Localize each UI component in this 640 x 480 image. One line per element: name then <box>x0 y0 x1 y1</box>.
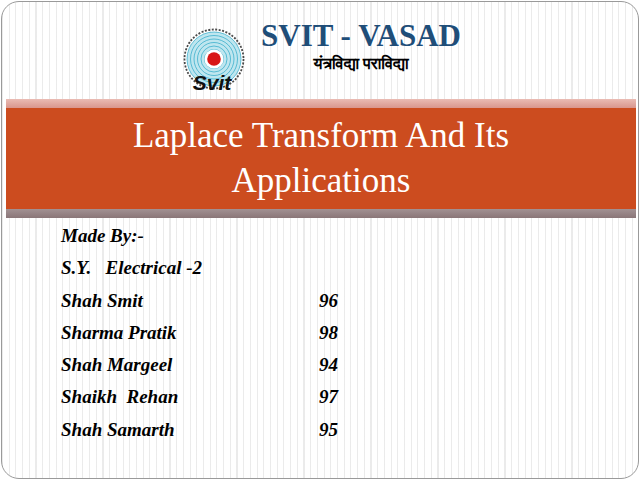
svg-text:Svit: Svit <box>193 71 233 94</box>
